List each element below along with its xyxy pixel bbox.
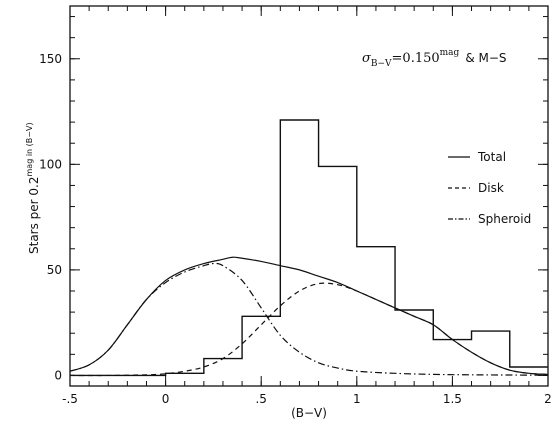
x-tick-label: -.5: [62, 392, 78, 406]
model-curves: [69, 256, 549, 377]
x-tick-label: .5: [255, 392, 266, 406]
x-tick-label: 0: [162, 392, 170, 406]
x-tick-label: 1.5: [443, 392, 462, 406]
legend: Total Disk Spheroid: [448, 150, 531, 226]
annotation-superscript: mag: [440, 48, 460, 58]
annotation-subscript: B−V: [371, 59, 392, 69]
plot-frame: [69, 5, 549, 387]
y-axis-label-sup: mag in (B−V): [25, 122, 34, 176]
curve-total: [69, 256, 549, 375]
annotation-value: =0.150: [392, 51, 440, 66]
sigma-annotation: σB−V=0.150mag & M−S: [362, 48, 507, 69]
y-tick-label: 0: [54, 368, 62, 382]
x-axis-label: (B−V): [291, 406, 327, 420]
curve-spheroid: [69, 262, 549, 376]
curve-disk: [69, 282, 549, 377]
annotation-suffix: & M−S: [465, 51, 506, 65]
x-tick-label: 2: [544, 392, 552, 406]
y-tick-label: 100: [39, 157, 62, 171]
x-tick-label: 1: [353, 392, 361, 406]
y-axis-label-main: Stars per 0.2: [27, 176, 41, 254]
y-axis-label: Stars per 0.2mag in (B−V): [25, 122, 41, 254]
histogram-steps: [70, 119, 548, 377]
y-tick-label: 150: [39, 52, 62, 66]
legend-label-total: Total: [477, 150, 506, 164]
legend-label-spheroid: Spheroid: [478, 212, 531, 226]
y-tick-label: 50: [47, 263, 62, 277]
legend-label-disk: Disk: [478, 181, 504, 195]
histogram: [70, 119, 548, 377]
annotation-sigma: σ: [362, 51, 372, 66]
